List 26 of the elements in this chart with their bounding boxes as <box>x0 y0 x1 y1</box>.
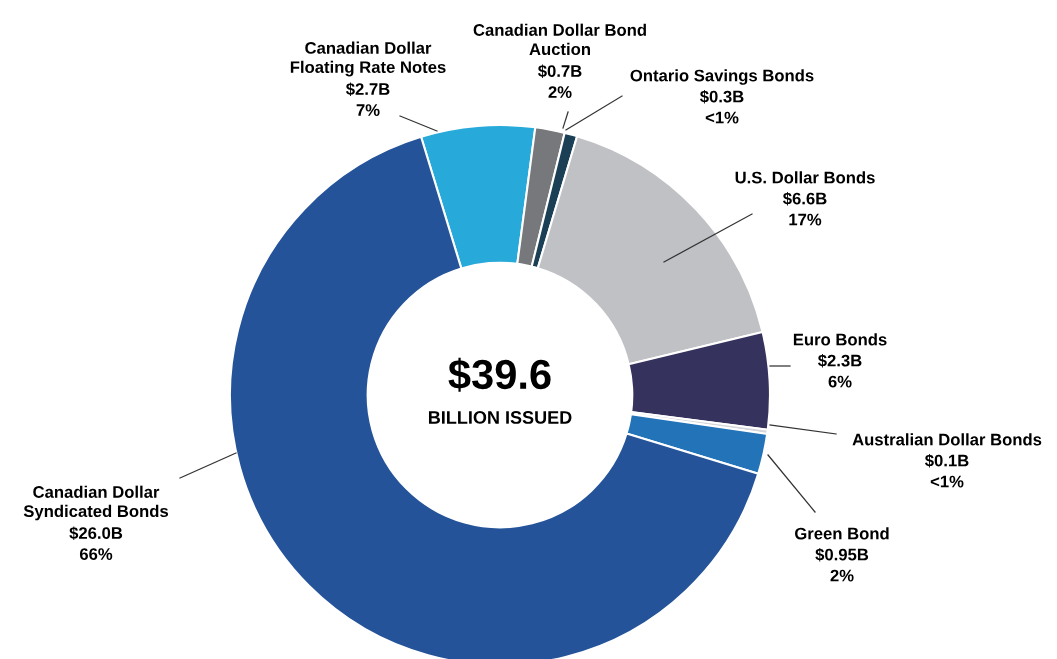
data-label: $0.1B <box>924 453 969 468</box>
data-label: $0.7B <box>537 64 582 79</box>
data-label: $0.95B <box>815 547 869 562</box>
text: <1% <box>705 111 739 124</box>
slice-label: Canadian Dollar Syndicated Bonds <box>23 485 169 521</box>
slice-label: Australian Dollar Bonds <box>852 433 1042 446</box>
slice-label: U.S. Dollar Bonds <box>735 171 875 184</box>
slice-label: Euro Bonds <box>793 333 887 346</box>
text: 66% <box>79 548 113 560</box>
text: 2% <box>548 86 572 98</box>
data-label: $26.0B <box>69 526 123 541</box>
text: 2% <box>830 569 854 582</box>
text: 17% <box>789 213 822 226</box>
text: 6% <box>828 375 852 388</box>
text: <1% <box>930 475 964 488</box>
text: $39.6 <box>448 357 551 392</box>
data-label: $2.7B <box>345 82 390 97</box>
data-label: $2.3B <box>817 353 862 368</box>
text: BILLION ISSUED <box>428 411 572 424</box>
data-label: $0.3B <box>699 89 744 104</box>
slice-label: Canadian Dollar Floating Rate Notes <box>290 41 446 77</box>
text: 7% <box>356 104 380 116</box>
slice-label: Green Bond <box>795 527 889 540</box>
slice-label: Ontario Savings Bonds <box>630 69 814 85</box>
slice-label: Canadian Dollar Bond Auction <box>473 23 646 56</box>
data-label: $6.6B <box>782 191 827 206</box>
